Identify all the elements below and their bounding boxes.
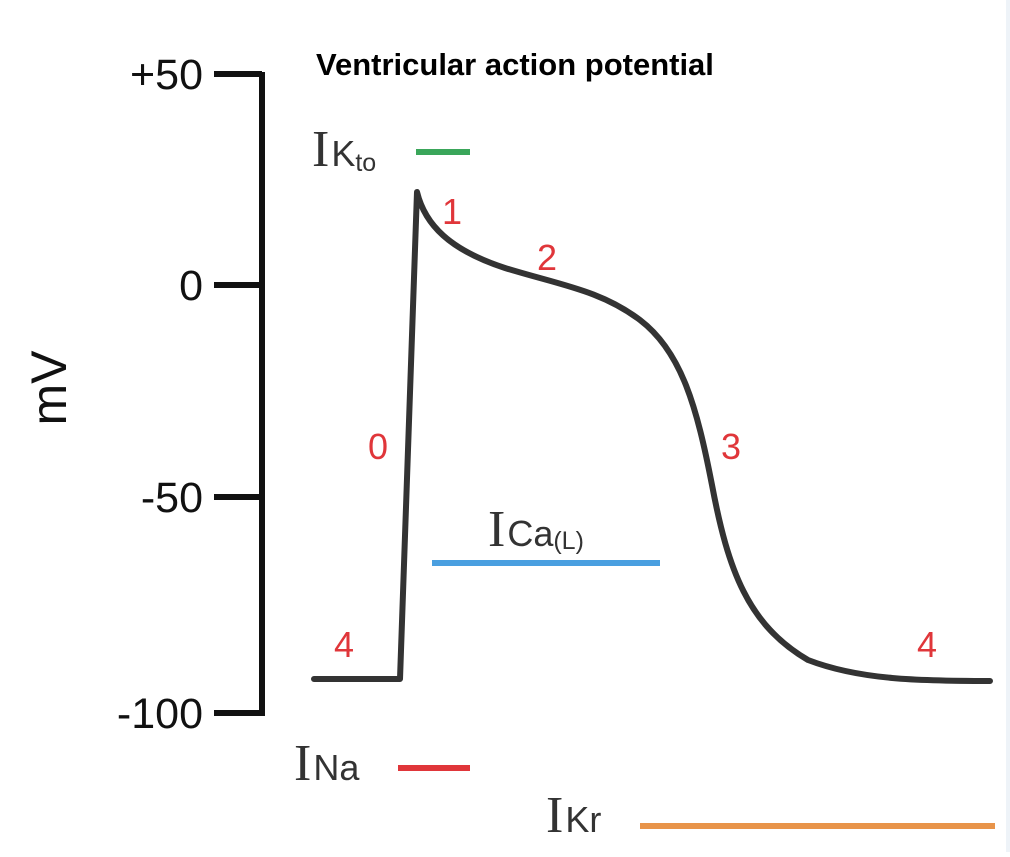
phase-label-4-rest: 4 bbox=[334, 624, 354, 665]
action-potential-trace bbox=[311, 189, 993, 684]
y-axis-label: mV bbox=[21, 350, 77, 426]
y-axis: +50 0 -50 -100 mV bbox=[21, 51, 265, 738]
phase-label-0: 0 bbox=[368, 426, 388, 467]
phase-labels: 0 1 2 3 4 4 bbox=[334, 191, 937, 665]
phase-label-1: 1 bbox=[442, 191, 462, 232]
y-tick-label: +50 bbox=[130, 51, 203, 99]
current-label-Na: INa bbox=[294, 735, 360, 792]
current-CaL: ICa(L) bbox=[432, 501, 660, 566]
phase-label-2: 2 bbox=[537, 237, 557, 278]
current-Kto: IKto bbox=[312, 121, 470, 178]
diagram-title: Ventricular action potential bbox=[316, 47, 714, 82]
right-edge-strip bbox=[1006, 0, 1010, 852]
phase-label-3: 3 bbox=[721, 426, 741, 467]
y-tick-label: 0 bbox=[179, 262, 203, 310]
current-label-Kr: IKr bbox=[546, 787, 601, 844]
phase-label-4-end: 4 bbox=[917, 624, 937, 665]
current-label-Kto: IKto bbox=[312, 121, 376, 178]
y-tick-label: -100 bbox=[117, 690, 203, 738]
current-label-CaL: ICa(L) bbox=[488, 501, 584, 558]
current-Na: INa bbox=[294, 735, 470, 792]
y-tick-label: -50 bbox=[141, 474, 203, 522]
current-Kr: IKr bbox=[546, 787, 995, 844]
